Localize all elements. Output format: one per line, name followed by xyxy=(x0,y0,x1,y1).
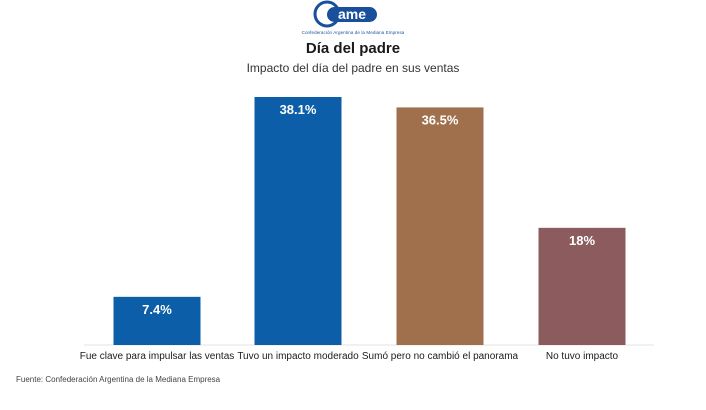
came-logo-mark: ame xyxy=(313,0,377,28)
chart-subtitle: Impacto del día del padre en sus ventas xyxy=(246,61,460,75)
bars-group: 7.4% Fue clave para impulsar las ventas 38… xyxy=(80,97,626,362)
chart-title: Día del padre xyxy=(305,40,401,57)
logo-caption: Confederación Argentina de la Mediana Em… xyxy=(301,30,405,35)
bar-value-label: 18% xyxy=(569,233,595,248)
category-label: Fue clave para impulsar las ventas xyxy=(80,351,235,362)
came-logo: ame xyxy=(0,0,706,40)
bar xyxy=(113,296,201,345)
svg-text:ame: ame xyxy=(338,6,366,22)
category-label: Tuvo un impacto moderado xyxy=(237,351,359,362)
bar-value-label: 36.5% xyxy=(422,112,459,127)
category-label: Sumó pero no cambió el panorama xyxy=(362,351,519,362)
bar xyxy=(396,107,484,345)
bar xyxy=(538,227,626,345)
source-note: Fuente: Confederación Argentina de la Me… xyxy=(16,375,221,384)
bar xyxy=(254,97,342,345)
bar-value-label: 7.4% xyxy=(142,302,172,317)
bar-value-label: 38.1% xyxy=(280,102,317,117)
category-label: No tuvo impacto xyxy=(546,351,619,362)
